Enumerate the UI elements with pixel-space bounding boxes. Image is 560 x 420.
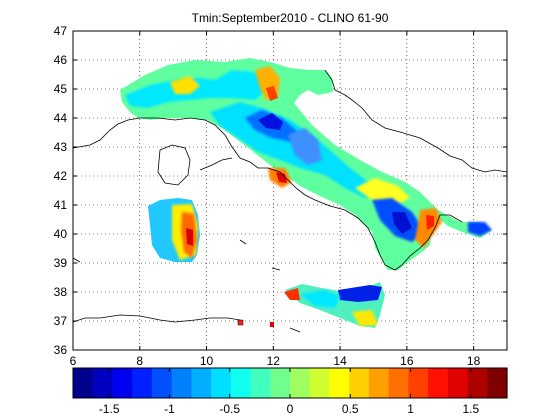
- x-tick-label: 12: [267, 354, 281, 368]
- colorbar-cell: [329, 368, 350, 398]
- colorbar-tick-label: -1.5: [99, 402, 120, 416]
- colorbar-cell: [132, 368, 153, 398]
- y-tick-label: 42: [54, 169, 68, 183]
- alps-cyan-band: [125, 70, 268, 108]
- colorbar-cell: [73, 368, 94, 398]
- corsica-outline: [157, 144, 191, 186]
- colorbar: -1.5 -1 -0.5 0 0.5 1 1.5: [72, 367, 508, 416]
- x-axis-ticks: 6 8 10 12 14 16 18: [70, 31, 481, 368]
- colorbar-cell: [211, 368, 232, 398]
- puglia-blue-tip: [468, 222, 492, 236]
- colorbar-cell: [408, 368, 429, 398]
- colorbar-cell: [191, 368, 212, 398]
- sardinia-field: [148, 198, 200, 262]
- colorbar-cell: [290, 368, 311, 398]
- x-tick-label: 18: [467, 354, 481, 368]
- x-tick-label: 6: [70, 354, 77, 368]
- colorbar-tick-label: 1.5: [462, 402, 479, 416]
- colorbar-tick-label: -1: [164, 402, 175, 416]
- colorbar-tick-label: 0: [287, 402, 294, 416]
- colorbar-tick-label: -0.5: [219, 402, 240, 416]
- colorbar-cell: [151, 368, 173, 398]
- colorbar-cell: [250, 368, 271, 398]
- y-tick-label: 45: [54, 82, 68, 96]
- calabria-red: [426, 215, 434, 230]
- sardinia-red: [186, 228, 193, 246]
- colorbar-ticks: -1.5 -1 -0.5 0 0.5 1 1.5: [99, 368, 479, 416]
- y-tick-label: 47: [54, 24, 68, 38]
- y-tick-label: 38: [54, 285, 68, 299]
- colorbar-tick-label: 1: [407, 402, 414, 416]
- y-axis-ticks: 36 37 38 39 40 41 42 43 44 45 46 47: [54, 24, 507, 357]
- sicily-cyan: [300, 290, 340, 308]
- colorbar-cell: [467, 368, 488, 398]
- colorbar-cell: [171, 368, 192, 398]
- colorbar-cell: [428, 368, 449, 398]
- y-tick-label: 40: [54, 227, 68, 241]
- west-yellow-patch: [170, 76, 200, 94]
- colorbar-cell: [368, 368, 390, 398]
- y-tick-label: 36: [54, 343, 68, 357]
- colorbar-cell: [270, 368, 291, 398]
- south-low-dark: [392, 212, 412, 234]
- map-title: Tmin:September2010 - CLINO 61-90: [192, 11, 389, 25]
- colorbar-cell: [349, 368, 370, 398]
- y-tick-label: 43: [54, 140, 68, 154]
- east-blue-patch: [288, 128, 322, 165]
- sicily-field: [284, 282, 385, 328]
- italy-peninsula-field: [120, 58, 492, 270]
- colorbar-cells: [73, 368, 508, 398]
- colorbar-cell: [447, 368, 469, 398]
- colorbar-cell: [230, 368, 252, 398]
- x-tick-label: 8: [136, 354, 143, 368]
- x-tick-label: 10: [200, 354, 214, 368]
- y-tick-label: 39: [54, 256, 68, 270]
- coastlines: [73, 69, 507, 333]
- north-warm-core: [266, 86, 278, 101]
- central-low-dark: [258, 113, 283, 130]
- tyrrhenian-warm-core: [276, 172, 287, 183]
- colorbar-cell: [92, 368, 114, 398]
- y-tick-label: 37: [54, 314, 68, 328]
- colorbar-cell: [309, 368, 331, 398]
- small-island-2: [270, 322, 274, 327]
- plot-area: 6 8 10 12 14 16 18 36 37 38 39 40 41 42 43 44 45 46 47: [54, 24, 508, 368]
- axes-frame: [72, 30, 508, 351]
- x-tick-label: 16: [400, 354, 414, 368]
- colorbar-cell: [388, 368, 409, 398]
- colorbar-cell: [112, 368, 133, 398]
- sicily-blue-strip: [338, 285, 382, 302]
- sicily-south-yellow: [352, 310, 378, 326]
- x-tick-label: 14: [333, 354, 347, 368]
- colorbar-tick-label: 0.5: [342, 402, 359, 416]
- y-tick-label: 46: [54, 53, 68, 67]
- y-tick-label: 41: [54, 198, 68, 212]
- small-island: [237, 319, 244, 326]
- y-tick-label: 44: [54, 111, 68, 125]
- colorbar-cell: [487, 368, 508, 398]
- southern-yellow-coast: [355, 178, 410, 205]
- sicily-west-red: [284, 288, 300, 300]
